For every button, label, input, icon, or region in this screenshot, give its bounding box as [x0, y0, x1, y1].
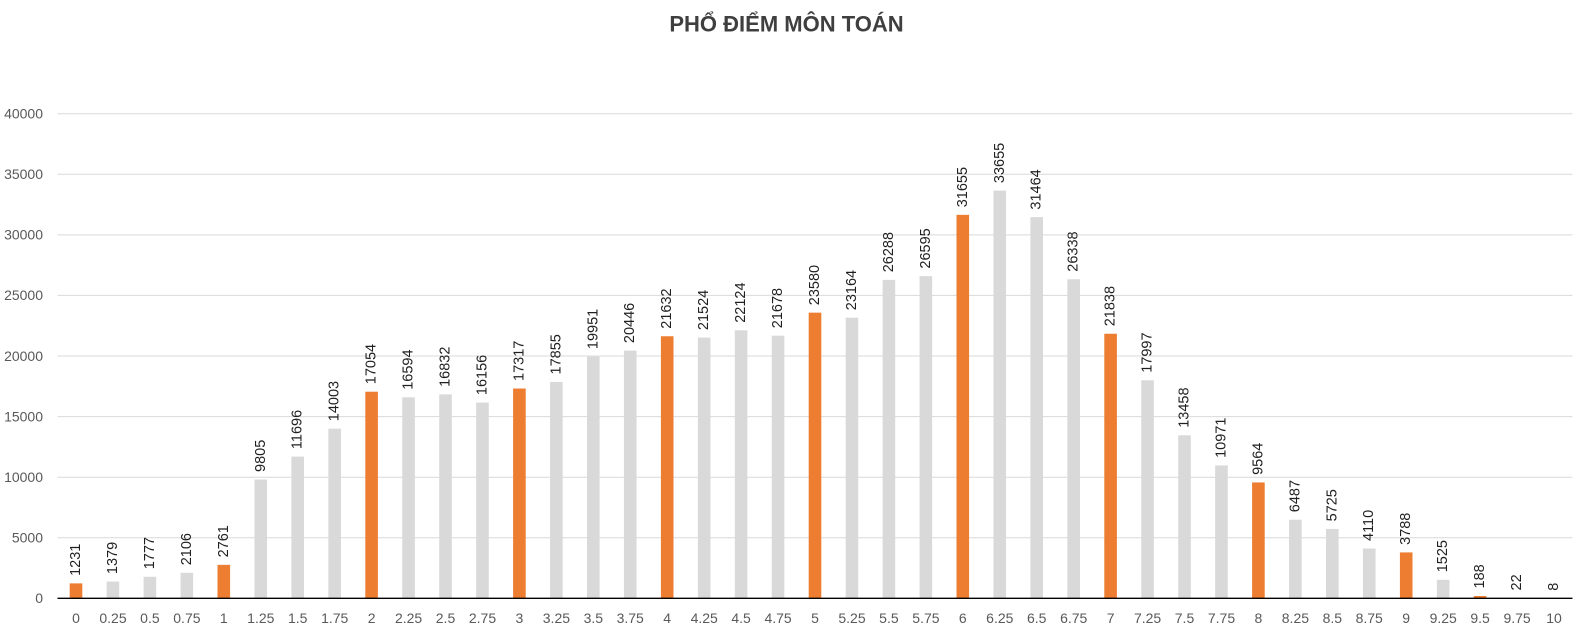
svg-text:1525: 1525: [1435, 540, 1451, 572]
svg-text:31464: 31464: [1029, 169, 1045, 209]
svg-text:8.5: 8.5: [1323, 610, 1343, 626]
svg-text:4.75: 4.75: [764, 610, 791, 626]
svg-text:17997: 17997: [1140, 332, 1156, 372]
svg-text:22: 22: [1509, 574, 1525, 590]
svg-text:188: 188: [1472, 564, 1488, 588]
svg-text:4.25: 4.25: [691, 610, 718, 626]
svg-text:8.25: 8.25: [1282, 610, 1309, 626]
svg-text:3.75: 3.75: [617, 610, 644, 626]
svg-text:21678: 21678: [770, 288, 786, 328]
svg-text:9.75: 9.75: [1503, 610, 1530, 626]
svg-text:3788: 3788: [1398, 513, 1414, 545]
svg-text:5725: 5725: [1324, 489, 1340, 521]
svg-text:23580: 23580: [807, 265, 823, 305]
svg-text:2761: 2761: [216, 525, 232, 557]
svg-text:9.5: 9.5: [1470, 610, 1490, 626]
svg-text:10: 10: [1546, 610, 1562, 626]
svg-text:10000: 10000: [4, 469, 43, 485]
svg-text:2.25: 2.25: [395, 610, 422, 626]
svg-text:26288: 26288: [881, 232, 897, 272]
svg-text:9.25: 9.25: [1430, 610, 1457, 626]
svg-text:1379: 1379: [105, 542, 121, 574]
svg-text:6: 6: [959, 610, 967, 626]
svg-text:0.75: 0.75: [173, 610, 200, 626]
svg-text:23164: 23164: [844, 270, 860, 310]
svg-text:1.75: 1.75: [321, 610, 348, 626]
svg-text:16832: 16832: [438, 347, 454, 387]
svg-text:21524: 21524: [696, 290, 712, 330]
svg-text:1777: 1777: [142, 537, 158, 569]
svg-text:5.75: 5.75: [912, 610, 939, 626]
svg-text:6.5: 6.5: [1027, 610, 1047, 626]
svg-text:35000: 35000: [4, 166, 43, 182]
svg-text:10971: 10971: [1214, 418, 1230, 458]
svg-text:21838: 21838: [1103, 286, 1119, 326]
svg-text:20000: 20000: [4, 348, 43, 364]
svg-text:3.25: 3.25: [543, 610, 570, 626]
svg-text:16594: 16594: [401, 349, 417, 389]
svg-text:3.5: 3.5: [584, 610, 604, 626]
svg-text:1.25: 1.25: [247, 610, 274, 626]
svg-text:7: 7: [1107, 610, 1115, 626]
svg-text:7.25: 7.25: [1134, 610, 1161, 626]
svg-text:1: 1: [220, 610, 228, 626]
svg-text:15000: 15000: [4, 408, 43, 424]
svg-text:2.75: 2.75: [469, 610, 496, 626]
svg-text:3: 3: [516, 610, 524, 626]
svg-text:7.75: 7.75: [1208, 610, 1235, 626]
svg-text:17855: 17855: [548, 334, 564, 374]
svg-text:26595: 26595: [918, 228, 934, 268]
svg-text:5: 5: [811, 610, 819, 626]
svg-text:21632: 21632: [659, 288, 675, 328]
svg-text:25000: 25000: [4, 287, 43, 303]
svg-text:22124: 22124: [733, 282, 749, 322]
svg-text:5000: 5000: [12, 530, 43, 546]
svg-text:40000: 40000: [4, 106, 43, 122]
svg-text:2.5: 2.5: [436, 610, 456, 626]
svg-text:0: 0: [35, 590, 43, 606]
svg-text:11696: 11696: [290, 410, 306, 449]
svg-text:6.75: 6.75: [1060, 610, 1087, 626]
svg-text:0.25: 0.25: [99, 610, 126, 626]
svg-text:26338: 26338: [1066, 231, 1082, 271]
svg-text:5.5: 5.5: [879, 610, 899, 626]
svg-text:1231: 1231: [68, 544, 84, 576]
svg-text:6.25: 6.25: [986, 610, 1013, 626]
svg-text:0.5: 0.5: [140, 610, 160, 626]
svg-text:8.75: 8.75: [1356, 610, 1383, 626]
svg-text:4: 4: [663, 610, 671, 626]
svg-text:4110: 4110: [1361, 510, 1377, 541]
svg-text:9805: 9805: [253, 440, 269, 472]
svg-text:2106: 2106: [179, 533, 195, 565]
svg-text:8: 8: [1546, 583, 1562, 591]
svg-text:1.5: 1.5: [288, 610, 308, 626]
svg-text:17054: 17054: [364, 344, 380, 384]
svg-text:20446: 20446: [622, 303, 638, 343]
svg-text:17317: 17317: [511, 341, 527, 381]
svg-text:6487: 6487: [1287, 480, 1303, 512]
svg-text:4.5: 4.5: [731, 610, 751, 626]
svg-text:9: 9: [1402, 610, 1410, 626]
svg-text:14003: 14003: [327, 381, 343, 421]
svg-text:30000: 30000: [4, 227, 43, 243]
svg-text:2: 2: [368, 610, 376, 626]
svg-text:8: 8: [1255, 610, 1263, 626]
svg-text:9564: 9564: [1250, 443, 1266, 475]
svg-text:16156: 16156: [475, 355, 491, 395]
svg-text:31655: 31655: [955, 167, 971, 207]
svg-text:13458: 13458: [1177, 387, 1193, 427]
svg-text:5.25: 5.25: [838, 610, 865, 626]
svg-text:7.5: 7.5: [1175, 610, 1195, 626]
svg-text:PHỔ ĐIỂM MÔN TOÁN: PHỔ ĐIỂM MÔN TOÁN: [669, 12, 903, 37]
svg-text:0: 0: [72, 610, 80, 626]
svg-text:33655: 33655: [992, 143, 1008, 183]
svg-text:19951: 19951: [585, 309, 601, 349]
